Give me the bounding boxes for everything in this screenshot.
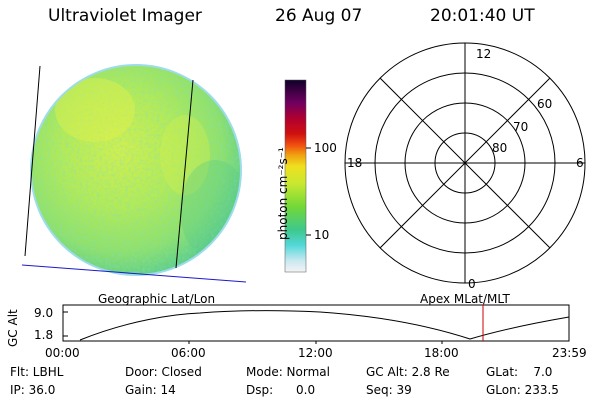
door-value: Door: Closed — [125, 365, 202, 379]
x-tick-label-12: 12:00 — [298, 346, 333, 360]
colorbar — [284, 79, 311, 273]
lat-label-70: 70 — [513, 120, 529, 134]
mlt-label-0: 0 — [468, 277, 476, 291]
gc-alt-value: GC Alt: 2.8 Re — [366, 365, 450, 379]
disk-texture — [32, 66, 240, 274]
glon-value: GLon: 233.5 — [486, 383, 559, 397]
polar-diagonal-2 — [379, 77, 551, 249]
y-axis-label: GC Alt — [6, 309, 20, 347]
colorbar-unit-label: photon cm⁻²s⁻¹ — [276, 147, 290, 240]
lat-label-80: 80 — [492, 141, 508, 155]
lat-label-60: 60 — [537, 97, 553, 111]
instrument-title: Ultraviolet Imager — [48, 6, 202, 26]
colorbar-label-10: 10 — [314, 228, 330, 242]
meridian-line-right — [175, 79, 194, 269]
uv-image-disk — [30, 64, 242, 276]
y-tick-label-1-8: 1.8 — [34, 328, 54, 342]
meridian-line-left — [24, 65, 41, 257]
bright-patch-1 — [55, 78, 135, 142]
x-tick-label-18: 18:00 — [424, 346, 459, 360]
time-label: 20:01:40 UT — [430, 6, 535, 26]
mode-value: Mode: Normal — [246, 365, 330, 379]
altitude-plot — [62, 304, 570, 344]
date-label: 26 Aug 07 — [275, 6, 363, 26]
ip-value: IP: 36.0 — [10, 383, 56, 397]
colorbar-scale — [284, 79, 307, 273]
horizon-line — [21, 264, 247, 283]
glat-value: GLat: 7.0 — [486, 365, 553, 379]
geographic-caption: Geographic Lat/Lon — [98, 292, 216, 306]
dark-patch-1 — [180, 160, 240, 260]
mlt-label-18: 18 — [347, 156, 363, 170]
gain-value: Gain: 14 — [125, 383, 176, 397]
seq-value: Seq: 39 — [366, 383, 412, 397]
apex-caption: Apex MLat/MLT — [420, 292, 510, 306]
mlt-label-12: 12 — [476, 47, 492, 61]
altitude-curve — [79, 310, 570, 341]
colorbar-label-100: 100 — [314, 141, 337, 155]
dsp-value: Dsp: 0.0 — [246, 383, 316, 397]
mlt-label-6: 6 — [576, 156, 584, 170]
x-tick-label-00: 00:00 — [45, 346, 80, 360]
altitude-plot-frame — [62, 304, 570, 342]
filter-value: Flt: LBHL — [10, 365, 64, 379]
x-tick-label-2359: 23:59 — [552, 346, 587, 360]
y-tick-label-9: 9.0 — [34, 306, 54, 320]
bright-patch-2 — [160, 115, 210, 195]
polar-plot — [344, 42, 586, 284]
x-tick-label-06: 06:00 — [171, 346, 206, 360]
